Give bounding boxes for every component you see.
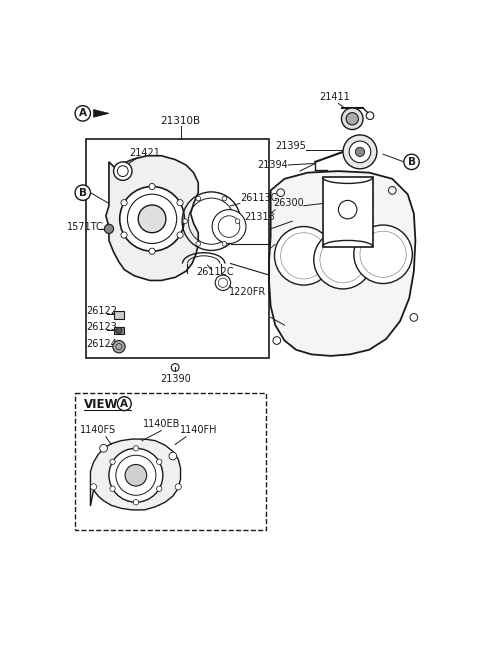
Circle shape <box>156 486 162 491</box>
Text: 26123: 26123 <box>86 321 117 332</box>
Circle shape <box>138 205 166 233</box>
Polygon shape <box>106 155 198 281</box>
Circle shape <box>118 397 131 411</box>
Text: 21390: 21390 <box>160 375 191 384</box>
Circle shape <box>133 445 139 451</box>
Circle shape <box>212 210 246 243</box>
Text: 21421: 21421 <box>129 148 160 158</box>
Text: 21313: 21313 <box>244 213 275 222</box>
Bar <box>323 177 373 247</box>
Text: 21394: 21394 <box>258 160 288 170</box>
Text: B: B <box>408 157 416 167</box>
Circle shape <box>183 219 188 224</box>
Circle shape <box>349 141 371 163</box>
Circle shape <box>404 154 419 170</box>
Circle shape <box>113 340 125 353</box>
Circle shape <box>120 186 184 251</box>
Circle shape <box>110 459 115 464</box>
Text: VIEW: VIEW <box>84 398 119 411</box>
Circle shape <box>235 219 240 224</box>
Text: 26122: 26122 <box>86 306 117 316</box>
Bar <box>114 311 124 319</box>
Text: 1140FS: 1140FS <box>80 425 116 435</box>
Circle shape <box>196 196 201 201</box>
Text: 1140FH: 1140FH <box>180 425 217 435</box>
Text: 21395: 21395 <box>275 142 306 152</box>
Circle shape <box>341 108 363 129</box>
Text: 21310B: 21310B <box>160 117 201 127</box>
Circle shape <box>156 459 162 464</box>
Circle shape <box>75 106 90 121</box>
Text: 26112C: 26112C <box>196 268 234 277</box>
Polygon shape <box>94 110 109 117</box>
Bar <box>114 327 124 335</box>
Text: 1571TC: 1571TC <box>67 222 104 232</box>
Circle shape <box>121 199 127 206</box>
Circle shape <box>346 113 359 125</box>
Circle shape <box>343 135 377 169</box>
Circle shape <box>149 184 155 190</box>
Circle shape <box>175 483 181 490</box>
Text: 26300: 26300 <box>273 199 304 209</box>
Circle shape <box>116 327 122 334</box>
Bar <box>75 393 266 530</box>
Text: B: B <box>79 188 87 197</box>
Circle shape <box>177 199 183 206</box>
Circle shape <box>354 225 412 283</box>
Circle shape <box>121 232 127 238</box>
Circle shape <box>100 445 108 452</box>
Polygon shape <box>269 171 415 356</box>
Text: 1220FR: 1220FR <box>229 287 266 297</box>
Circle shape <box>355 147 365 157</box>
Text: 21411: 21411 <box>319 92 350 102</box>
Circle shape <box>149 248 155 255</box>
Circle shape <box>275 226 333 285</box>
Circle shape <box>75 185 90 200</box>
Polygon shape <box>90 439 180 510</box>
Text: A: A <box>79 108 87 118</box>
Circle shape <box>222 241 227 246</box>
Text: 26113C: 26113C <box>240 193 277 203</box>
Circle shape <box>169 452 177 460</box>
Circle shape <box>90 483 96 490</box>
Circle shape <box>215 275 230 291</box>
Text: 1140EB: 1140EB <box>143 419 180 429</box>
Circle shape <box>114 162 132 180</box>
Circle shape <box>314 230 372 289</box>
Circle shape <box>196 241 201 246</box>
Circle shape <box>109 448 163 502</box>
Text: A: A <box>120 399 128 409</box>
Circle shape <box>110 486 115 491</box>
Text: 26124: 26124 <box>86 338 117 348</box>
Circle shape <box>177 232 183 238</box>
Bar <box>86 139 269 358</box>
Circle shape <box>125 464 147 486</box>
Circle shape <box>104 224 114 234</box>
Circle shape <box>222 196 227 201</box>
Circle shape <box>133 499 139 505</box>
